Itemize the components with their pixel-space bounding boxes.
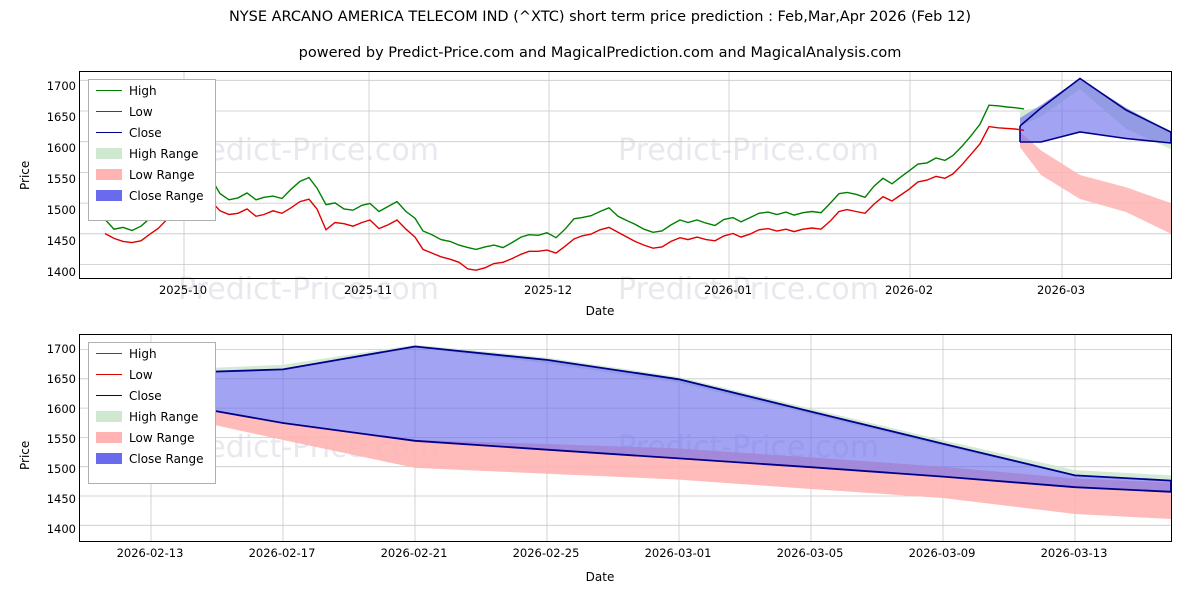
close-line-swatch bbox=[96, 132, 122, 133]
bottom-xtick: 2026-03-05 bbox=[776, 546, 844, 560]
close-line-lower bbox=[1020, 131, 1171, 144]
top-xtick: 2025-12 bbox=[523, 283, 573, 297]
legend-item-high-range: High Range bbox=[89, 143, 215, 164]
bottom-ytick: 1650 bbox=[46, 372, 76, 386]
top-legend: High Low Close High Range Low Range Clos… bbox=[88, 79, 216, 221]
bottom-xtick: 2026-03-13 bbox=[1040, 546, 1108, 560]
bottom-xtick: 2026-02-17 bbox=[248, 546, 316, 560]
top-ytick: 1650 bbox=[46, 110, 76, 124]
legend-label-high: High bbox=[129, 83, 157, 98]
top-ytick: 1450 bbox=[46, 234, 76, 248]
top-xtick: 2025-10 bbox=[158, 283, 208, 297]
low-range-band bbox=[1020, 132, 1171, 234]
legend-item-low: Low bbox=[89, 101, 215, 122]
legend-label-low-range: Low Range bbox=[129, 167, 195, 182]
bottom-xtick: 2026-02-21 bbox=[380, 546, 448, 560]
top-xtick: 2026-01 bbox=[703, 283, 753, 297]
high-range-band bbox=[118, 344, 1171, 482]
high-range-swatch bbox=[96, 148, 122, 159]
bottom-ytick: 1600 bbox=[46, 402, 76, 416]
top-plot-svg bbox=[80, 72, 1171, 278]
top-ytick: 1550 bbox=[46, 172, 76, 186]
legend-item-high: High bbox=[89, 343, 215, 364]
close-range-swatch bbox=[96, 453, 122, 464]
low-range-swatch bbox=[96, 169, 122, 180]
low-line-swatch bbox=[96, 374, 122, 375]
bottom-ytick: 1550 bbox=[46, 432, 76, 446]
bottom-ytick: 1400 bbox=[46, 522, 76, 536]
legend-item-low-range: Low Range bbox=[89, 427, 215, 448]
legend-label-close: Close bbox=[129, 125, 162, 140]
legend-item-close: Close bbox=[89, 385, 215, 406]
bottom-xtick: 2026-02-25 bbox=[512, 546, 580, 560]
top-y-axis-label: Price bbox=[18, 160, 32, 190]
legend-label-low: Low bbox=[129, 367, 153, 382]
bottom-ytick: 1700 bbox=[46, 342, 76, 356]
close-line bbox=[117, 345, 1171, 482]
low-line-swatch bbox=[96, 111, 122, 112]
bottom-xtick: 2026-03-01 bbox=[644, 546, 712, 560]
high-series-line bbox=[104, 104, 1025, 251]
bottom-chart-panel: Predict-Price.com Predict-Price.com Pric… bbox=[0, 320, 1200, 600]
legend-label-low-range: Low Range bbox=[129, 430, 195, 445]
top-x-axis-label: Date bbox=[585, 304, 615, 318]
bottom-plot-svg bbox=[80, 335, 1171, 541]
top-plot-area bbox=[79, 71, 1172, 279]
low-series-line bbox=[104, 125, 1025, 271]
legend-label-close: Close bbox=[129, 388, 162, 403]
legend-label-high-range: High Range bbox=[129, 146, 199, 161]
legend-item-high-range: High Range bbox=[89, 406, 215, 427]
close-range-band bbox=[118, 346, 1171, 492]
legend-item-high: High bbox=[89, 80, 215, 101]
grid-lines bbox=[80, 72, 1171, 278]
low-range-swatch bbox=[96, 432, 122, 443]
legend-label-high: High bbox=[129, 346, 157, 361]
legend-label-high-range: High Range bbox=[129, 409, 199, 424]
bottom-xtick: 2026-03-09 bbox=[908, 546, 976, 560]
page-title: NYSE ARCANO AMERICA TELECOM IND (^XTC) s… bbox=[228, 9, 972, 25]
legend-label-close-range: Close Range bbox=[129, 451, 204, 466]
top-chart-panel: Predict-Price.com Predict-Price.com Pred… bbox=[18, 71, 1172, 318]
legend-item-close-range: Close Range bbox=[89, 448, 215, 469]
bottom-ytick: 1500 bbox=[46, 462, 76, 476]
top-ytick: 1700 bbox=[46, 79, 76, 93]
legend-item-close-range: Close Range bbox=[89, 185, 215, 206]
page-subtitle: powered by Predict-Price.com and Magical… bbox=[298, 45, 902, 61]
top-ytick: 1600 bbox=[46, 141, 76, 155]
close-range-swatch bbox=[96, 190, 122, 201]
bottom-ytick: 1450 bbox=[46, 492, 76, 506]
legend-label-close-range: Close Range bbox=[129, 188, 204, 203]
legend-item-low-range: Low Range bbox=[89, 164, 215, 185]
legend-item-close: Close bbox=[89, 122, 215, 143]
top-xtick: 2025-11 bbox=[343, 283, 393, 297]
top-xtick: 2026-03 bbox=[1036, 283, 1086, 297]
high-line-swatch bbox=[96, 90, 122, 91]
bottom-plot-area bbox=[79, 334, 1172, 542]
close-line bbox=[1019, 77, 1171, 133]
high-line-swatch bbox=[96, 353, 122, 354]
legend-label-low: Low bbox=[129, 104, 153, 119]
bottom-x-axis-label: Date bbox=[585, 570, 615, 584]
close-line-swatch bbox=[96, 395, 122, 396]
bottom-y-axis-label: Price bbox=[18, 440, 32, 470]
top-xtick: 2026-02 bbox=[884, 283, 934, 297]
top-ytick: 1400 bbox=[46, 265, 76, 279]
top-ytick: 1500 bbox=[46, 203, 76, 217]
high-range-swatch bbox=[96, 411, 122, 422]
close-lower-line bbox=[117, 391, 1171, 493]
legend-item-low: Low bbox=[89, 364, 215, 385]
bottom-legend: High Low Close High Range Low Range Clos… bbox=[88, 342, 216, 484]
bottom-xtick: 2026-02-13 bbox=[116, 546, 184, 560]
